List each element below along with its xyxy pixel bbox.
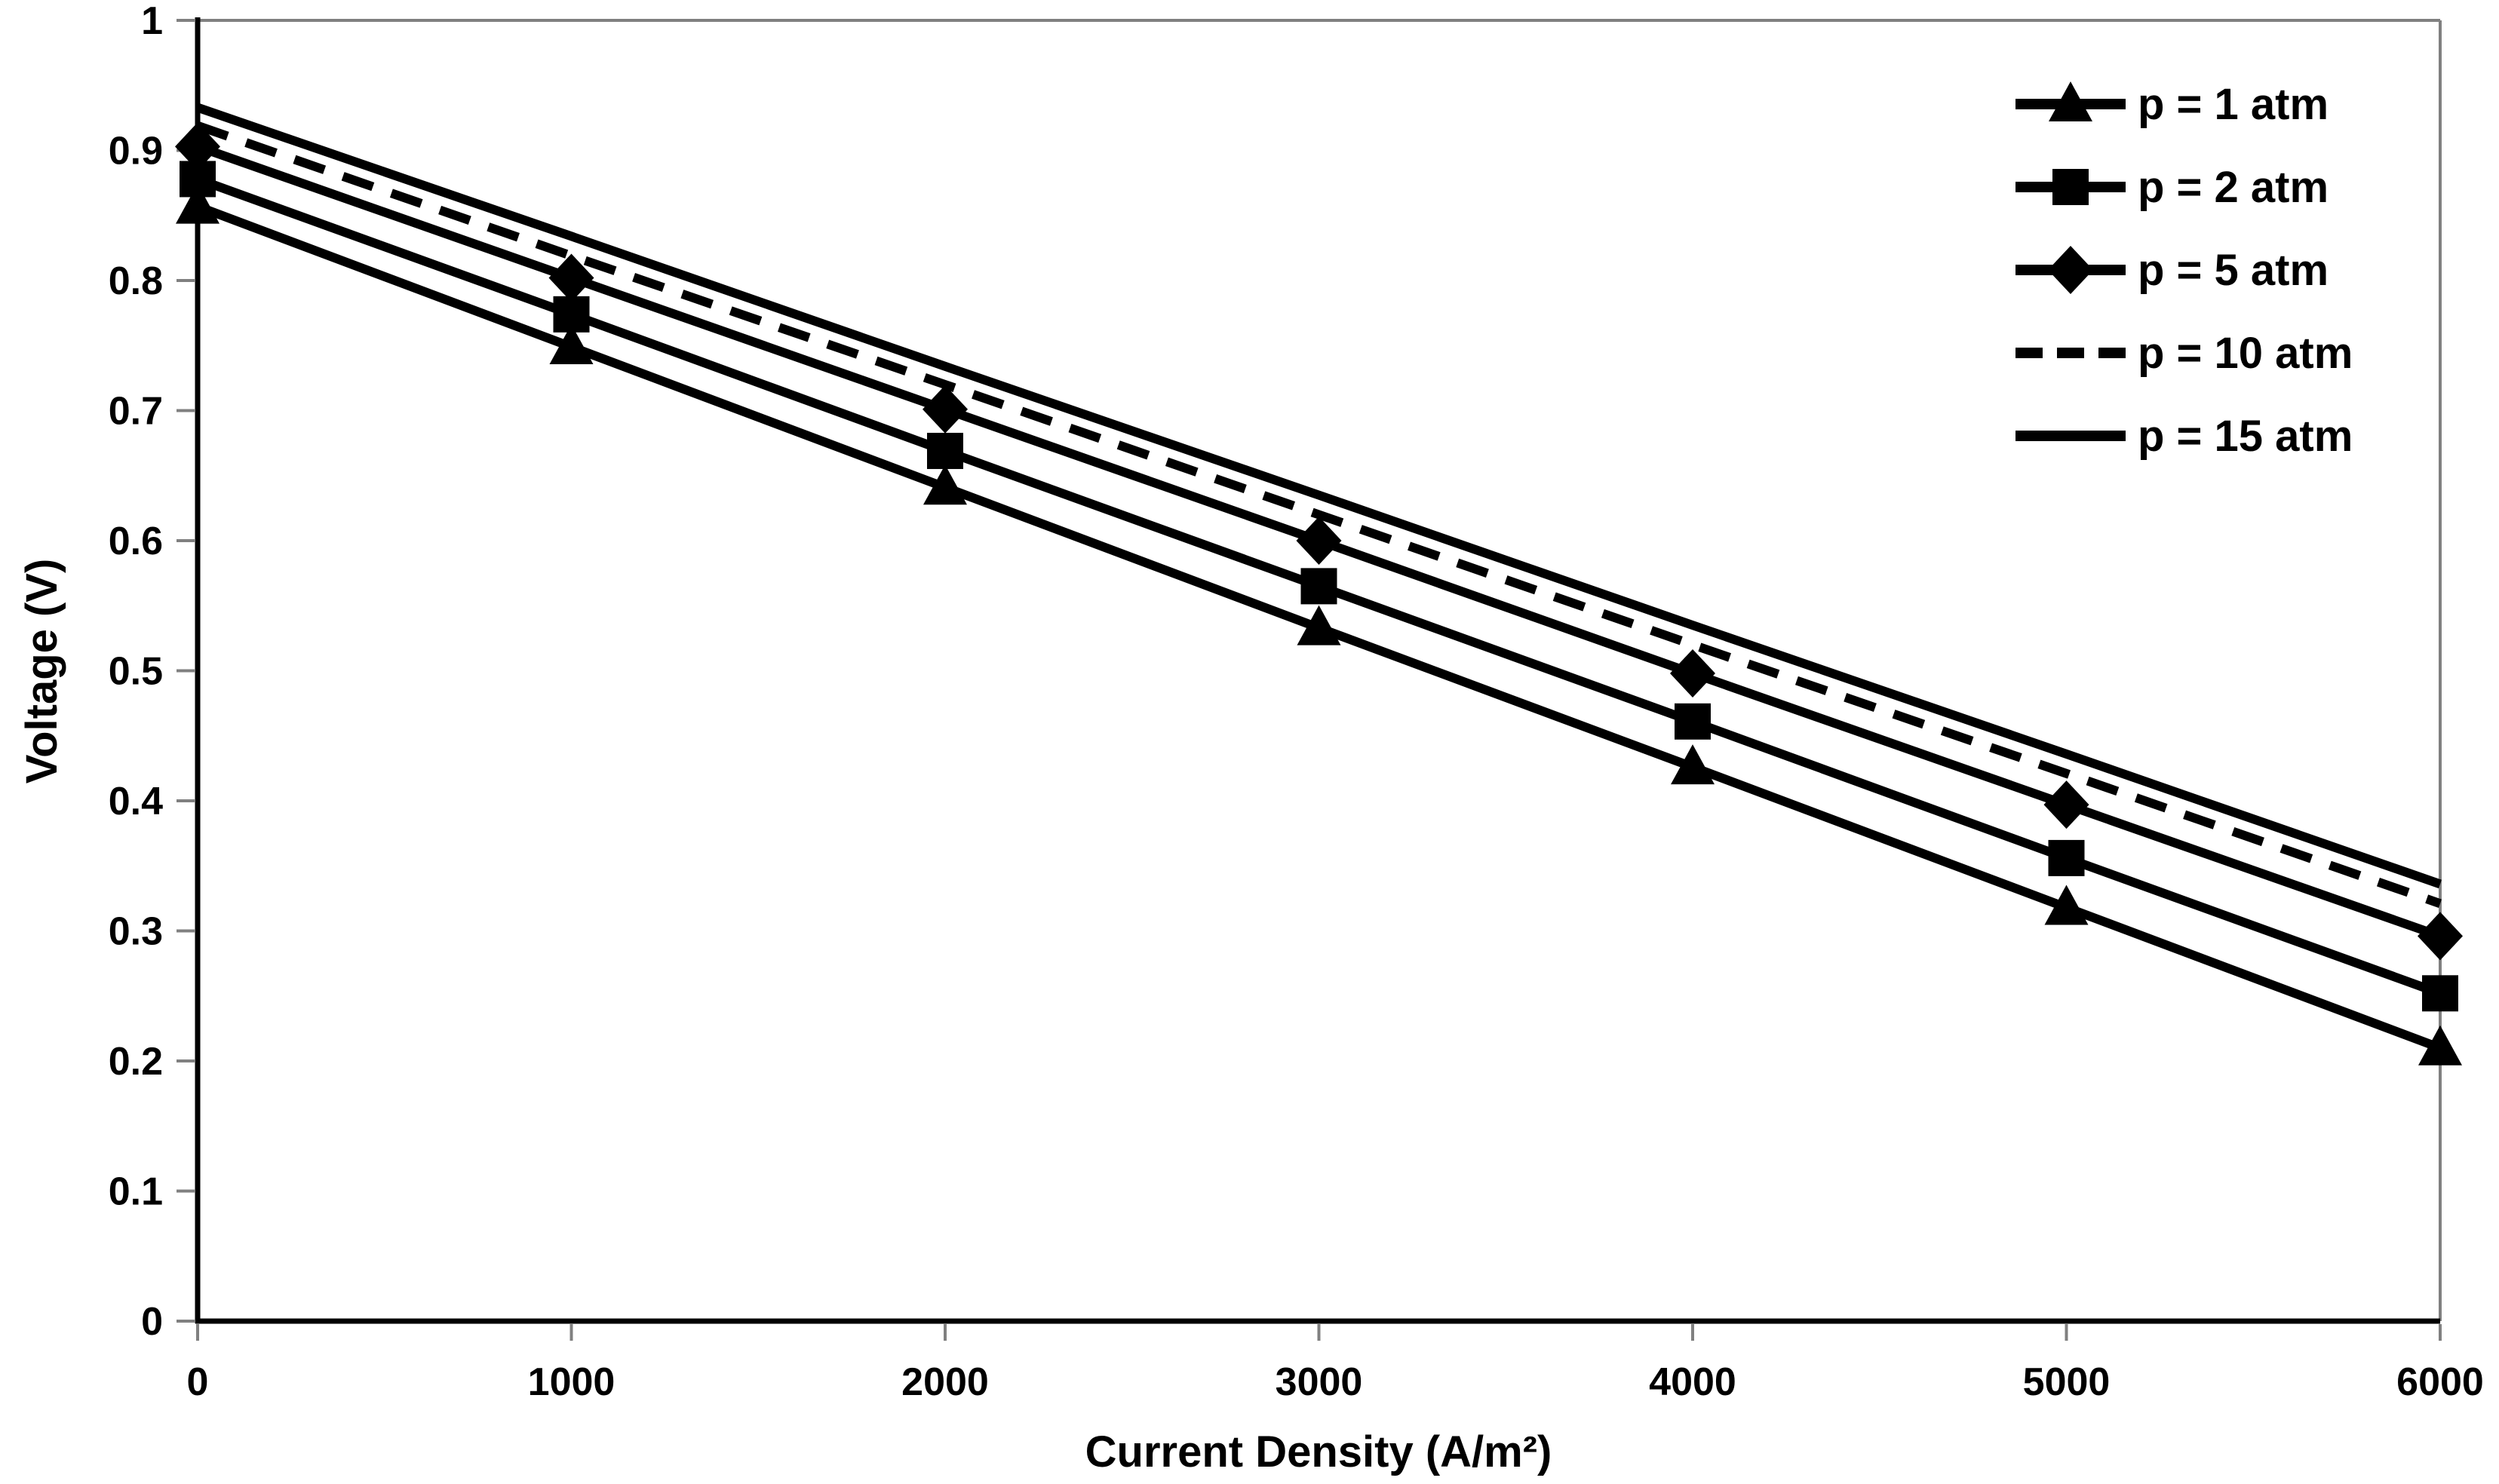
x-tick-label: 6000 [2396, 1360, 2484, 1404]
x-tick-label: 1000 [528, 1360, 616, 1404]
series-p-2-atm-square-marker [553, 296, 590, 333]
y-tick-label: 0.3 [109, 910, 163, 954]
series-p-2-atm-square-marker [2422, 975, 2458, 1012]
y-tick-label: 0.5 [109, 650, 163, 694]
x-tick-label: 2000 [901, 1360, 989, 1404]
y-tick-label: 0.8 [109, 259, 163, 303]
series-p-2-atm-square-marker [927, 432, 963, 469]
y-tick-label: 0.6 [109, 520, 163, 563]
legend-p-1-atm-triangle-marker [2049, 81, 2092, 121]
x-axis-title: Current Density (A/m²) [1085, 1427, 1552, 1476]
series-p-1-atm-triangle-marker [2418, 1025, 2462, 1065]
series-p-5-atm-diamond-marker [175, 122, 220, 171]
series-p-5-atm-diamond-marker [1296, 517, 1342, 565]
legend-entry-label-p-15-atm: p = 15 atm [2138, 412, 2353, 461]
series-p-5-atm-diamond-marker [2043, 780, 2089, 829]
y-tick-label: 0.9 [109, 130, 163, 173]
series-p-1-atm-triangle-marker [923, 465, 967, 505]
series-p-1-atm-triangle-marker [1671, 744, 1715, 785]
y-tick-label: 0.7 [109, 390, 163, 434]
y-tick-label: 0.2 [109, 1040, 163, 1084]
legend-entry-label-p-2-atm: p = 2 atm [2138, 163, 2329, 212]
series-p-5-atm-diamond-marker [923, 385, 968, 434]
y-tick-label: 0.4 [109, 780, 163, 823]
x-tick-label: 0 [187, 1360, 209, 1404]
y-axis-title: Voltage (V) [17, 559, 66, 784]
series-p-5-atm-diamond-marker [548, 253, 594, 302]
series-p-1-atm-triangle-marker [1297, 605, 1341, 645]
x-tick-label: 4000 [1649, 1360, 1736, 1404]
series-line-p-15-atm [196, 103, 2442, 889]
series-p-1-atm-triangle-marker [176, 183, 220, 224]
legend-entry-label-p-5-atm: p = 5 atm [2138, 246, 2329, 295]
y-tick-label: 0 [141, 1300, 163, 1344]
series-p-2-atm-square-marker [1300, 568, 1337, 605]
legend-entry-label-p-10-atm: p = 10 atm [2138, 329, 2353, 378]
y-tick-label: 0.1 [109, 1170, 163, 1214]
series-p-5-atm-diamond-marker [1670, 648, 1715, 698]
series-p-1-atm-triangle-marker [2044, 885, 2089, 925]
legend-p-2-atm-square-marker [2052, 169, 2089, 205]
series-p-5-atm-diamond-marker [2418, 912, 2463, 961]
series-p-2-atm-square-marker [2048, 839, 2085, 876]
x-tick-label: 5000 [2023, 1360, 2111, 1404]
series-p-2-atm-square-marker [1675, 703, 1711, 740]
legend-p-5-atm-diamond-marker [2048, 246, 2093, 294]
legend-entry-label-p-1-atm: p = 1 atm [2138, 80, 2329, 129]
series-p-1-atm-triangle-marker [549, 323, 594, 364]
x-tick-label: 3000 [1276, 1360, 1363, 1404]
plot-generated-layer: 0 0.1 0.2 0.3 0.4 0.5 0.6 0.7 0.8 0.9 1 0 1000 2000 30… [109, 0, 2484, 1404]
y-tick-label: 1 [141, 0, 163, 43]
series-line-p-10-atm [196, 121, 2442, 908]
